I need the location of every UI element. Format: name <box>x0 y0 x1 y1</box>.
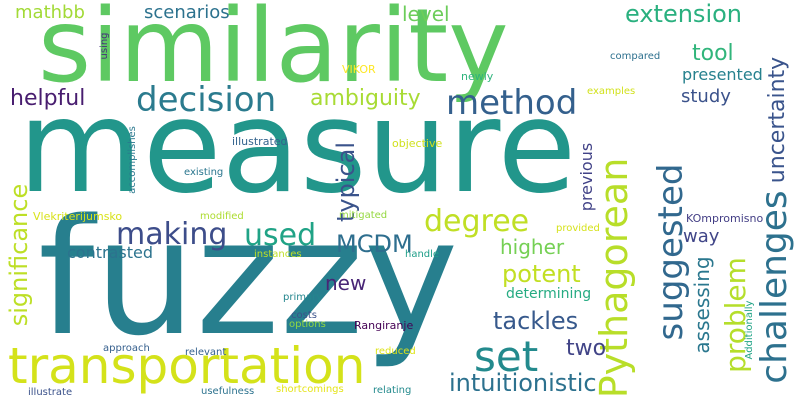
word-newly: newly <box>461 71 493 82</box>
word-method: method <box>446 86 577 120</box>
word-handle: handle <box>405 250 439 260</box>
word-decision: decision <box>136 83 276 117</box>
word-contrasted: contrasted <box>67 245 153 261</box>
word-VIKOR: VIKOR <box>342 64 376 75</box>
word-relevant: relevant <box>185 348 226 358</box>
word-modified: modified <box>200 212 244 222</box>
word-MCDM: MCDM <box>336 232 413 256</box>
word-two: two <box>566 338 606 360</box>
word-existing: existing <box>184 168 223 178</box>
word-relating: relating <box>373 386 411 396</box>
word-using: using <box>100 32 110 59</box>
word-suggested: suggested <box>654 164 688 341</box>
word-new: new <box>325 273 366 293</box>
word-way: way <box>683 228 719 246</box>
word-level: level <box>402 4 450 24</box>
word-objective: objective <box>392 138 442 149</box>
word-scenarios: scenarios <box>144 4 230 22</box>
word-tool: tool <box>692 43 734 65</box>
word-helpful: helpful <box>10 88 85 110</box>
word-higher: higher <box>500 237 564 257</box>
word-used: used <box>244 221 316 251</box>
word-shortcomings: shortcomings <box>276 385 344 395</box>
word-illustrate: illustrate <box>28 388 72 398</box>
word-degree: degree <box>424 207 529 237</box>
word-KOmpromisno: KOmpromisno <box>686 213 763 224</box>
word-study: study <box>681 88 731 106</box>
word-usefulness: usefulness <box>201 387 254 397</box>
word-instances: instances <box>254 250 302 260</box>
word-Rangiranje: Rangiranje <box>354 320 413 331</box>
word-accomplishes: accomplishes <box>128 126 138 194</box>
word-uncertainty: uncertainty <box>767 57 789 183</box>
word-assessing: assessing <box>692 256 712 353</box>
word-examples: examples <box>587 87 635 97</box>
word-presented: presented <box>682 67 763 83</box>
word-Additionally: Additionally <box>745 301 755 360</box>
word-compared: compared <box>610 52 660 62</box>
word-intuitionistic: intuitionistic <box>449 371 597 395</box>
word-Vlekriterijumsko: Vlekriterijumsko <box>33 211 122 222</box>
word-significance: significance <box>7 184 31 326</box>
word-options: options <box>289 320 326 330</box>
word-ambiguity: ambiguity <box>310 88 421 110</box>
word-Pythagorean: Pythagorean <box>595 158 633 399</box>
word-determining: determining <box>506 287 591 301</box>
word-approach: approach <box>103 344 150 354</box>
word-previous: previous <box>579 143 595 211</box>
word-mitigated: mitigated <box>339 211 387 221</box>
word-primary: primary <box>283 293 322 303</box>
word-provided: provided <box>556 224 600 234</box>
word-illustrated: illustrated <box>232 136 288 147</box>
word-mathbb: mathbb <box>15 4 85 22</box>
word-reduced: reduced <box>375 347 416 357</box>
word-potent: potent <box>502 262 581 286</box>
word-tackles: tackles <box>493 309 578 333</box>
word-extension: extension <box>625 2 742 26</box>
